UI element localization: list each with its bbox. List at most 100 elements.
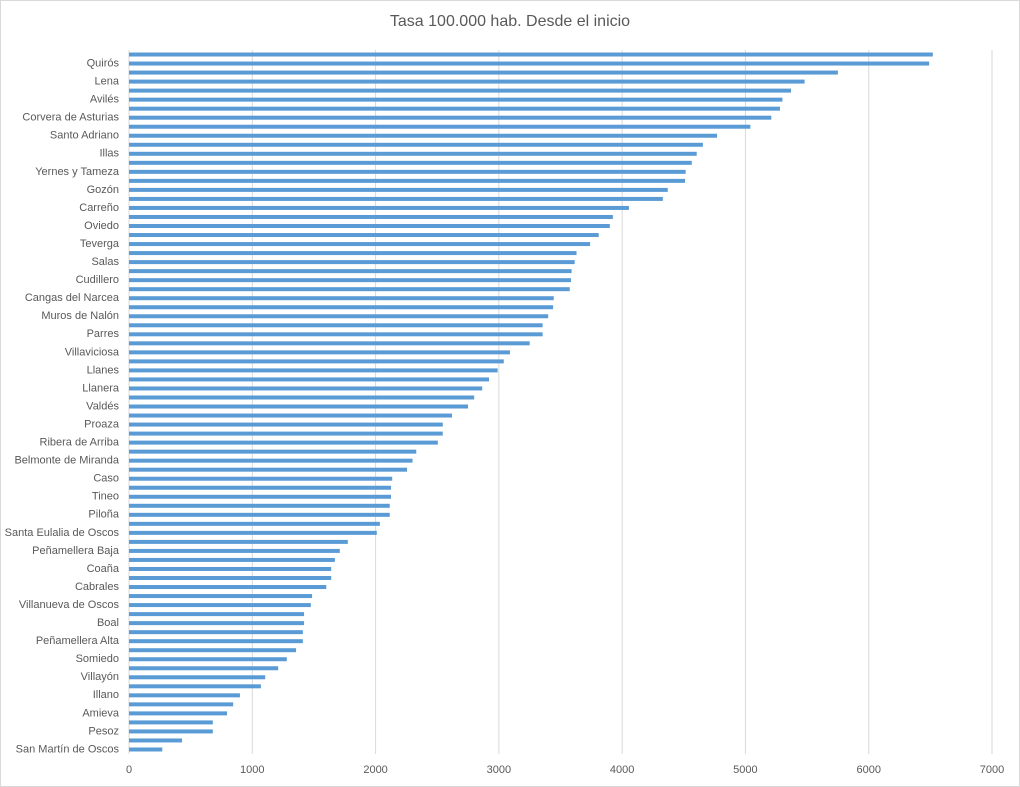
bar xyxy=(129,413,453,418)
bar xyxy=(129,494,391,499)
bar xyxy=(129,521,380,526)
bar xyxy=(129,341,530,346)
y-tick-label: Carreño xyxy=(79,202,119,214)
bar xyxy=(129,485,391,490)
bar xyxy=(129,476,393,481)
bar xyxy=(129,269,572,274)
bar xyxy=(129,431,443,436)
bar xyxy=(129,88,792,93)
y-tick-label: Illano xyxy=(93,689,119,701)
x-tick-label: 5000 xyxy=(733,764,757,776)
bar xyxy=(129,296,554,301)
y-tick-label: Muros de Nalón xyxy=(41,310,119,322)
bar xyxy=(129,187,668,192)
bar xyxy=(129,440,438,445)
y-tick-label: Corvera de Asturias xyxy=(22,112,119,124)
bar xyxy=(129,97,783,102)
bar xyxy=(129,368,498,373)
bar xyxy=(129,747,163,752)
bar xyxy=(129,160,692,165)
bar xyxy=(129,729,213,734)
bar xyxy=(129,287,570,292)
y-tick-label: Gozón xyxy=(87,184,119,196)
y-tick-label: Illas xyxy=(99,148,119,160)
y-tick-label: Salas xyxy=(91,256,119,268)
bar xyxy=(129,106,780,111)
chart-title: Tasa 100.000 hab. Desde el inicio xyxy=(390,13,630,30)
bar xyxy=(129,720,213,725)
bar xyxy=(129,503,390,508)
y-tick-label: Valdés xyxy=(86,400,119,412)
bar xyxy=(129,196,663,201)
bar xyxy=(129,205,629,210)
y-tick-label: Llanera xyxy=(82,382,120,394)
y-tick-label: Cangas del Narcea xyxy=(25,292,120,304)
bar xyxy=(129,224,610,228)
x-tick-label: 1000 xyxy=(240,764,264,776)
bar xyxy=(129,738,183,743)
bar xyxy=(129,214,613,219)
x-tick-label: 7000 xyxy=(980,764,1004,776)
bar xyxy=(129,576,332,580)
bar xyxy=(129,323,543,328)
bar xyxy=(129,422,443,427)
y-tick-label: Yernes y Tameza xyxy=(35,166,120,178)
bar xyxy=(129,133,718,138)
bar xyxy=(129,621,305,626)
y-tick-label: Avilés xyxy=(90,94,120,106)
bar xyxy=(129,548,340,553)
y-tick-label: Peñamellera Baja xyxy=(32,545,120,557)
bar xyxy=(129,52,933,57)
y-tick-label: Piloña xyxy=(88,509,119,521)
bar xyxy=(129,630,303,635)
bar xyxy=(129,639,303,644)
bar xyxy=(129,124,751,129)
bar xyxy=(129,467,408,472)
y-tick-label: Caso xyxy=(93,473,119,485)
y-tick-label: Proaza xyxy=(84,418,120,430)
bar xyxy=(129,711,228,716)
bar xyxy=(129,61,930,66)
y-tick-label: Pesoz xyxy=(88,725,119,737)
y-tick-label: Santa Eulalia de Oscos xyxy=(5,527,120,539)
y-tick-label: Llanes xyxy=(87,364,120,376)
y-tick-label: San Martín de Oscos xyxy=(16,743,120,755)
bar xyxy=(129,332,543,337)
bar xyxy=(129,151,697,156)
bar xyxy=(129,612,305,617)
bar xyxy=(129,702,234,707)
bar xyxy=(129,386,483,391)
x-tick-label: 2000 xyxy=(363,764,387,776)
bar xyxy=(129,594,313,599)
bar xyxy=(129,169,686,174)
y-tick-label: Teverga xyxy=(80,238,120,250)
y-tick-label: Cabrales xyxy=(75,581,120,593)
bar xyxy=(129,359,504,364)
bar xyxy=(129,585,327,590)
bar xyxy=(129,512,390,517)
bar xyxy=(129,233,599,238)
bar xyxy=(129,657,287,662)
y-tick-label: Coaña xyxy=(87,563,120,575)
bar xyxy=(129,648,297,653)
bar xyxy=(129,404,469,409)
bar xyxy=(129,693,240,698)
y-tick-label: Parres xyxy=(87,328,120,340)
bar xyxy=(129,350,510,355)
y-tick-label: Boal xyxy=(97,617,119,629)
bar xyxy=(129,566,332,571)
y-tick-label: Oviedo xyxy=(84,220,119,232)
bar xyxy=(129,449,417,454)
bar xyxy=(129,278,571,283)
x-tick-label: 3000 xyxy=(487,764,511,776)
y-tick-label: Quirós xyxy=(87,57,120,69)
bar xyxy=(129,242,591,247)
bar xyxy=(129,70,838,75)
y-tick-label: Tineo xyxy=(92,491,119,503)
bar xyxy=(129,395,475,400)
x-tick-label: 0 xyxy=(126,764,132,776)
y-tick-label: Villayón xyxy=(81,671,119,683)
y-tick-label: Lena xyxy=(95,75,120,87)
y-tick-label: Belmonte de Miranda xyxy=(14,455,119,467)
